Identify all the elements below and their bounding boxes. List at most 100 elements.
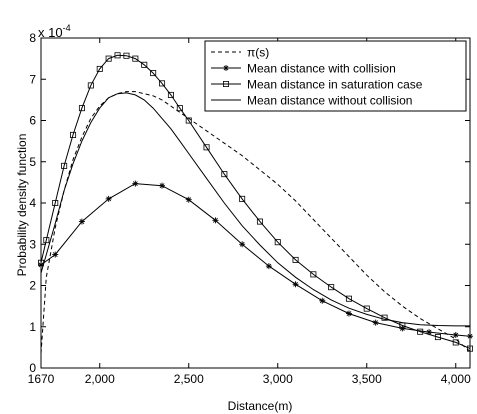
asterisk-stroke	[79, 219, 85, 224]
y-tick-label: 7	[29, 72, 36, 86]
series-2-point	[105, 195, 112, 202]
series-3-point	[417, 328, 424, 335]
series-3-point	[114, 52, 121, 59]
asterisk-stroke	[223, 65, 229, 71]
series-3-point	[221, 171, 228, 178]
series-3-point	[150, 70, 157, 77]
series-3-point	[52, 199, 59, 206]
legend-label-4: Mean distance without collision	[247, 94, 412, 108]
legend-label-3: Mean distance in saturation case	[247, 78, 423, 92]
series-3-point	[96, 65, 103, 72]
series-2-point	[159, 182, 166, 189]
series-3-point	[256, 218, 263, 225]
series-3-point	[87, 82, 94, 89]
series-3-point	[466, 345, 473, 352]
series-2-point	[452, 332, 459, 338]
series-1	[40, 91, 471, 354]
series-3-point	[105, 55, 112, 62]
series-3-point	[167, 91, 174, 98]
y-tick-label: 4	[29, 196, 36, 210]
series-layer	[38, 52, 473, 354]
x-tick-label: 1670	[28, 372, 55, 386]
series-2-point	[239, 241, 246, 248]
series-4	[40, 92, 470, 327]
series-3-point	[70, 131, 77, 138]
asterisk-stroke	[38, 262, 44, 268]
axes: 1670 2,000 2,500 3,000 3,500 4,000 0 1 2 3 4 5 6 7 8	[28, 31, 471, 386]
x-axis-label: Distance(m)	[228, 399, 293, 413]
asterisk-stroke	[266, 263, 272, 269]
series-2	[38, 180, 473, 340]
legend-box	[204, 40, 467, 112]
series-3-point	[141, 61, 148, 68]
asterisk-stroke	[467, 333, 473, 339]
series-2-point	[319, 297, 326, 304]
y-tick-label: 0	[29, 361, 36, 375]
series-2-point	[372, 319, 379, 326]
y-axis-multiplier: x 10-4	[38, 23, 71, 40]
series-3-point	[381, 314, 388, 321]
y-axis-multiplier-exponent: -4	[63, 23, 71, 33]
x-tick-label: 2,000	[85, 372, 115, 386]
series-3-point	[292, 256, 299, 263]
y-tick-label: 8	[29, 31, 36, 45]
series-3-point	[310, 271, 317, 278]
y-tick-label: 5	[29, 155, 36, 169]
x-tick-label: 3,500	[352, 372, 382, 386]
y-tick-label: 3	[29, 237, 36, 251]
series-3-line	[40, 54, 471, 350]
asterisk-stroke	[293, 281, 298, 287]
legend: π(s) Mean distance with collision Mean dis…	[204, 40, 467, 112]
series-2-point	[212, 217, 219, 224]
series-3-point	[363, 305, 370, 312]
x-tick-label: 3,000	[263, 372, 293, 386]
asterisk-stroke	[132, 181, 138, 187]
y-tick-label: 2	[29, 279, 36, 293]
series-3-point	[328, 284, 335, 291]
x-tick-label: 4,000	[441, 372, 471, 386]
asterisk-stroke	[52, 252, 58, 257]
series-3-point	[61, 162, 68, 169]
series-3-point	[159, 80, 166, 87]
series-2-point	[132, 180, 139, 187]
series-2-point	[265, 263, 272, 270]
legend-marker-2	[223, 65, 229, 71]
y-axis-label: Probability density function	[15, 134, 29, 277]
legend-label-2: Mean distance with collision	[247, 62, 396, 76]
series-2-point	[185, 196, 192, 203]
series-3-point	[345, 295, 352, 302]
asterisk-stroke	[319, 298, 325, 304]
series-2-point	[345, 310, 352, 317]
series-3-point	[203, 144, 210, 151]
series-3-point	[176, 105, 183, 112]
asterisk-stroke	[373, 320, 379, 326]
series-3-point	[78, 105, 85, 112]
series-2-point	[52, 251, 59, 258]
series-3	[38, 52, 473, 352]
asterisk-stroke	[106, 196, 112, 202]
y-tick-label: 1	[29, 320, 36, 334]
series-3-point	[123, 52, 130, 59]
asterisk-stroke	[159, 183, 165, 189]
series-1-line	[40, 91, 471, 354]
series-3-point	[43, 237, 50, 244]
series-2-point	[467, 333, 473, 340]
legend-marker-3	[222, 81, 229, 88]
x-tick-label: 2,500	[174, 372, 204, 386]
series-3-point	[132, 55, 139, 62]
series-2-point	[292, 281, 299, 288]
legend-label-1: π(s)	[247, 46, 269, 60]
asterisk-stroke	[239, 241, 245, 247]
asterisk-stroke	[186, 197, 192, 203]
series-3-point	[185, 117, 192, 124]
series-3-point	[452, 339, 459, 346]
series-2-point	[78, 218, 85, 225]
y-axis-multiplier-base: x 10	[38, 25, 63, 40]
series-3-point	[274, 239, 281, 246]
series-2-line	[40, 183, 471, 337]
asterisk-stroke	[213, 217, 218, 223]
y-tick-label: 6	[29, 114, 36, 128]
series-3-point	[239, 195, 246, 202]
series-3-point	[434, 334, 441, 341]
series-4-line	[40, 92, 470, 327]
